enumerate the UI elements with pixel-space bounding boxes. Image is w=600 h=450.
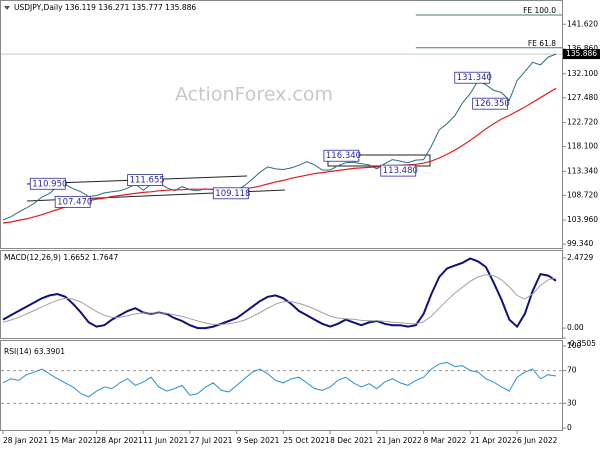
y-tick-label: 113.340 [567,166,598,175]
series-line [2,87,557,224]
macd-panel [0,250,563,339]
x-tick-label: 25 Oct 2021 [283,436,330,445]
y-tick-label: 2.4729 [567,253,593,262]
y-tick-label: 141.620 [567,19,598,28]
x-tick-label: 8 Dec 2021 [330,436,373,445]
level-box [454,71,491,84]
panel-title: MACD(12,26,9) 1.6652 1.7647 [4,253,118,262]
fib-label: FE 61.8 [528,39,556,48]
level-box [472,97,509,110]
y-tick-label: 118.100 [567,142,598,151]
x-tick-label: 21 Jan 2022 [377,436,422,445]
x-tick-label: 6 Jun 2022 [517,436,558,445]
level-label: 131.340 [457,73,492,83]
x-tick-label: 28 Apr 2021 [96,436,143,445]
x-tick-label: 21 Apr 2022 [470,436,517,445]
level-box [380,164,417,177]
last-price-label: 135.886 [566,49,597,58]
level-label: 116.340 [326,151,361,161]
x-tick-label: 8 Mar 2022 [424,436,467,445]
fib-label: FE 100.0 [523,6,556,15]
x-tick-label: 9 Sep 2021 [237,436,280,445]
watermark: ActionForex.com [175,84,333,106]
level-label: 109.118 [215,189,250,199]
level-box [212,187,249,200]
series-line [2,257,557,330]
y-tick-label: 103.960 [567,215,598,224]
x-tick-label: 11 Jun 2021 [143,436,188,445]
y-tick-label: -0.3505 [567,339,596,348]
y-tick-label: 122.720 [567,118,598,127]
x-tick-label: 28 Jan 2021 [3,436,48,445]
series-line [2,53,557,221]
rsi-panel [0,340,563,431]
y-tick-label: 100 [567,341,582,350]
x-tick-label: 15 Mar 2021 [50,436,98,445]
series-line [2,274,557,325]
panel-title: USDJPY,Daily 136.119 136.271 135.777 135… [14,3,196,12]
last-price-box [563,49,600,60]
panel-title: RSI(14) 63.3901 [4,347,65,356]
y-tick-label: 127.480 [567,93,598,102]
level-box [29,177,66,190]
price-panel [0,0,563,249]
y-tick-label: 0.00 [567,323,584,332]
y-tick-label: 70 [567,366,577,375]
y-tick-label: 0 [567,423,572,432]
y-tick-label: 30 [567,398,577,407]
level-label: 107.470 [57,197,92,207]
level-box [323,149,360,162]
y-tick-label: 108.720 [567,190,598,199]
level-box [127,174,164,187]
x-tick-label: 27 Jul 2021 [190,436,233,445]
y-tick-label: 136.860 [567,44,598,53]
level-label: 111.655 [130,176,165,186]
y-tick-label: 99.340 [567,239,593,248]
level-box [54,195,91,208]
y-tick-label: 132.100 [567,69,598,78]
menu-icon [4,6,10,10]
series-line [2,361,557,398]
level-label: 110.950 [32,179,67,189]
level-label: 113.480 [383,166,418,176]
level-label: 126.350 [475,99,510,109]
